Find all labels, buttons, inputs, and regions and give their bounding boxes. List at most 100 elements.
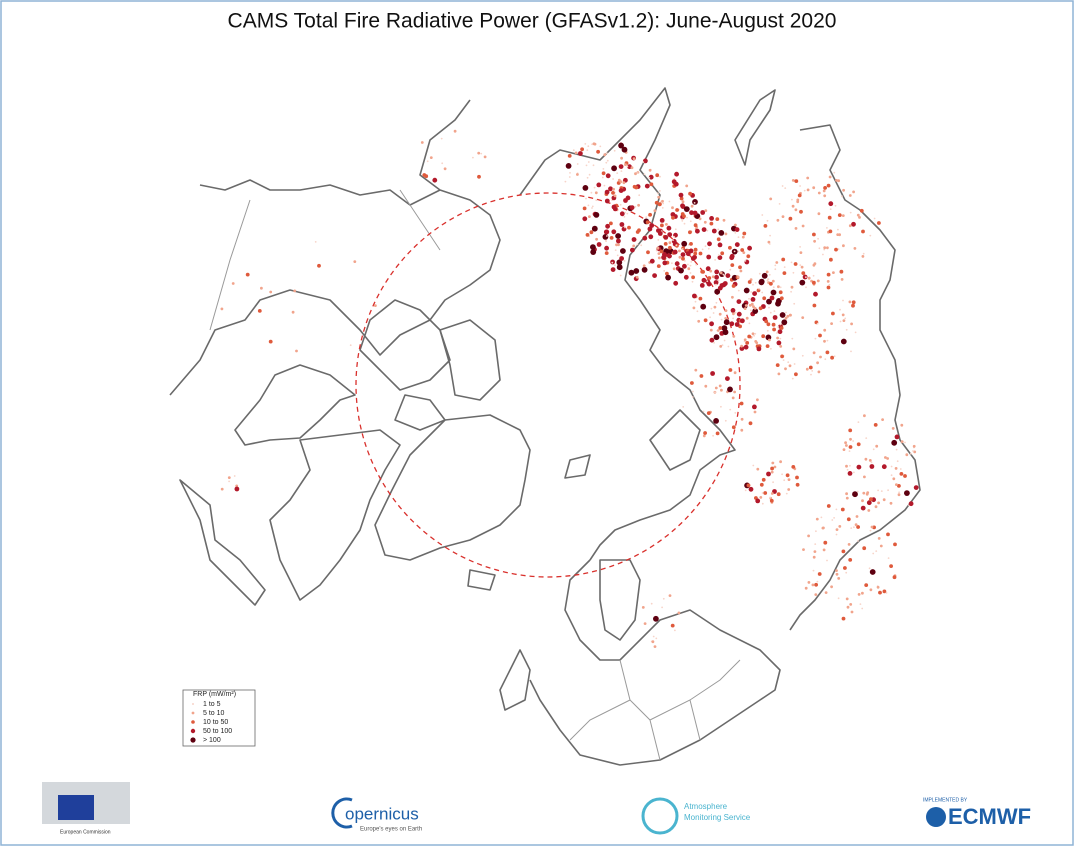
fire-point	[740, 318, 745, 324]
fire-point	[833, 517, 835, 519]
copernicus-label: opernicus	[345, 804, 419, 823]
fire-point	[632, 157, 636, 161]
fire-point	[899, 472, 904, 476]
fire-point	[765, 344, 770, 348]
fire-point	[769, 311, 772, 314]
fire-point	[795, 482, 800, 487]
fire-point	[714, 259, 716, 261]
fire-point	[645, 216, 648, 219]
fire-point	[794, 208, 798, 212]
fire-point	[656, 264, 661, 268]
fire-point	[599, 145, 602, 148]
fire-point	[671, 206, 674, 210]
fire-point	[678, 249, 681, 253]
fire-point	[483, 155, 487, 159]
fire-point	[840, 338, 847, 345]
fire-point	[710, 371, 715, 376]
fire-point	[602, 168, 605, 170]
fire-point	[772, 481, 774, 484]
fire-point	[727, 345, 730, 348]
fire-point	[785, 311, 787, 314]
legend-box	[182, 689, 256, 747]
fire-point	[848, 445, 853, 449]
fire-point	[720, 388, 723, 392]
fire-point	[699, 283, 705, 288]
fire-point	[663, 235, 669, 240]
fire-point	[877, 221, 881, 225]
fire-point	[680, 252, 686, 257]
fire-point	[587, 161, 590, 163]
fire-point	[700, 210, 706, 215]
fire-point	[673, 178, 676, 180]
fire-point	[913, 450, 917, 454]
fire-point	[574, 151, 578, 155]
fire-point	[754, 281, 757, 284]
fire-point	[826, 285, 831, 290]
fire-point	[895, 448, 898, 451]
fire-point	[826, 183, 831, 188]
fire-point	[584, 143, 587, 145]
fire-point	[667, 232, 673, 238]
fire-point	[812, 280, 816, 285]
fire-point	[732, 312, 735, 316]
fire-point	[837, 213, 842, 218]
fire-point	[747, 334, 752, 339]
fire-point	[693, 202, 696, 204]
fire-point	[812, 274, 815, 277]
fire-point	[591, 225, 598, 232]
fire-point	[595, 199, 598, 202]
fire-point	[879, 544, 883, 548]
fire-point	[713, 305, 717, 309]
fire-point	[636, 243, 639, 246]
fire-point	[739, 346, 745, 351]
fire-point	[833, 355, 836, 358]
fire-point	[756, 398, 759, 402]
fire-point	[848, 224, 852, 228]
fire-point	[851, 221, 856, 227]
fire-point	[835, 528, 839, 531]
fire-point	[706, 281, 712, 287]
fire-point	[590, 249, 597, 256]
fire-point	[228, 480, 231, 483]
fire-point	[892, 477, 896, 481]
fire-point	[880, 490, 883, 492]
fire-point	[861, 591, 864, 595]
fire-point	[580, 147, 584, 152]
fire-point	[761, 492, 764, 494]
ec-label: European Commission	[60, 829, 111, 835]
fire-point	[657, 256, 661, 260]
fire-point	[733, 371, 737, 375]
fire-point	[729, 321, 735, 327]
fire-point	[648, 212, 652, 217]
fire-point	[824, 358, 827, 361]
fire-point	[611, 165, 617, 172]
fire-point	[603, 184, 606, 187]
fire-point	[848, 300, 852, 304]
fire-point	[709, 328, 713, 332]
fire-point	[689, 242, 693, 246]
fire-point	[780, 354, 784, 359]
fire-point	[616, 259, 623, 266]
fire-point	[429, 156, 433, 160]
fire-point	[761, 502, 764, 505]
ecmwf-label: ECMWF	[948, 804, 1031, 829]
fire-point	[787, 488, 791, 491]
fire-point	[794, 372, 798, 377]
fire-point	[691, 396, 694, 398]
fire-point	[740, 417, 744, 421]
fire-point	[675, 244, 678, 247]
fire-point	[750, 297, 756, 302]
fire-point	[894, 434, 900, 440]
fire-point	[875, 444, 879, 448]
fire-point	[769, 295, 775, 301]
fire-point	[723, 339, 726, 342]
fire-point	[662, 597, 665, 600]
fire-point	[758, 306, 763, 311]
fire-point	[844, 441, 847, 445]
fire-point	[783, 479, 786, 482]
fire-point	[604, 251, 609, 256]
fire-point	[618, 188, 624, 194]
ecmwf-icon	[926, 807, 946, 827]
fire-point	[709, 269, 713, 273]
fire-point	[823, 246, 827, 250]
